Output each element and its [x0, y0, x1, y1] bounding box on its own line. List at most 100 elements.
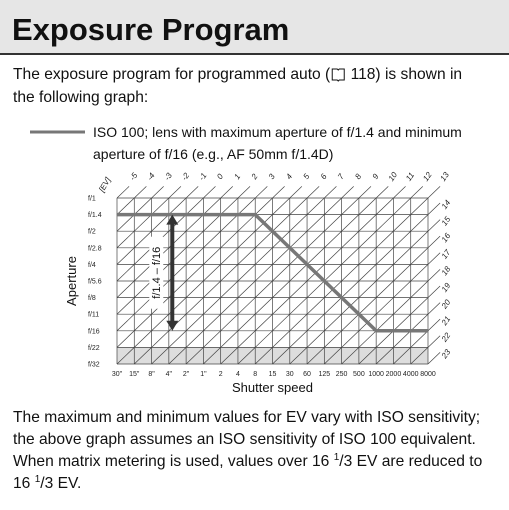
shutter-label: 500: [353, 371, 365, 378]
ev-label: 2: [249, 172, 260, 182]
footer-line: The maximum and minimum values for EV va…: [13, 409, 480, 426]
shutter-label: 2000: [386, 371, 402, 378]
ev-label: 7: [336, 172, 346, 181]
ev-line: [203, 186, 389, 365]
ev-line: [306, 235, 441, 365]
ev-line: [116, 186, 182, 249]
ev-line: [254, 186, 441, 365]
aperture-label: f/5.6: [88, 279, 102, 286]
ev-line: [116, 186, 130, 199]
ev-label: -1: [197, 171, 208, 182]
ev-line: [393, 318, 441, 365]
program-line: [117, 212, 428, 333]
aperture-label: f/4: [88, 262, 96, 269]
ev-line: [116, 186, 164, 232]
footer-line: the above graph assumes an ISO sensitivi…: [13, 431, 476, 448]
ev-label: 23: [439, 347, 452, 361]
ev-line: [116, 186, 285, 348]
intro-line: The exposure program for programmed auto…: [13, 66, 462, 83]
ev-label: -5: [128, 171, 140, 182]
ev-label: 3: [267, 172, 277, 181]
ev-line: [427, 352, 441, 365]
aperture-label: f/8: [88, 295, 96, 302]
page-title: Exposure Program: [12, 12, 289, 47]
shutter-label: 2": [183, 371, 190, 378]
ev-line: [289, 219, 441, 365]
footer-text: /3 EV are reduced to: [339, 453, 482, 470]
ev-label: -3: [163, 171, 175, 182]
aperture-label: f/2.8: [88, 245, 102, 252]
legend-text: ISO 100; lens with maximum aperture of f…: [93, 124, 462, 140]
footer-text: When matrix metering is used, values ove…: [13, 453, 334, 470]
shutter-label: 2: [219, 371, 223, 378]
ev-line: [116, 186, 234, 298]
ev-line: [116, 186, 268, 332]
ev-line: [375, 302, 441, 365]
ev-label: 8: [353, 172, 363, 181]
range-label: f/1.4 – f/16: [151, 247, 163, 299]
shutter-label: 4000: [403, 371, 419, 378]
ev-line: [116, 186, 216, 282]
aperture-label: f/16: [88, 328, 100, 335]
ev-line: [168, 186, 354, 365]
shutter-label: 250: [336, 371, 348, 378]
ev-line: [220, 186, 406, 365]
x-axis-label: Shutter speed: [232, 380, 313, 395]
ev-line: [151, 186, 337, 365]
aperture-label: f/32: [88, 362, 100, 369]
ev-label: 16: [440, 231, 453, 244]
ev-line: [116, 186, 199, 265]
ev-label: 14: [440, 198, 453, 211]
aperture-label: f/2: [88, 229, 96, 236]
footer-text: /3 EV.: [40, 475, 81, 492]
shutter-label: 30": [112, 371, 123, 378]
intro-text: 118) is shown in: [346, 66, 462, 83]
ev-label: 6: [319, 172, 329, 181]
intro-text: The exposure program for programmed auto…: [13, 66, 331, 83]
aperture-label: f/22: [88, 345, 100, 352]
ev-label: -2: [180, 171, 192, 182]
ev-label: 18: [440, 264, 453, 277]
superscript: 1: [35, 474, 41, 485]
ev-label: 15: [440, 214, 453, 227]
ev-line: [341, 269, 441, 365]
legend-text: aperture of f/16 (e.g., AF 50mm f/1.4D): [93, 146, 333, 162]
ev-label: 0: [215, 172, 225, 181]
ev-line: [134, 186, 320, 365]
ev-line: [116, 186, 147, 215]
ev-label: 13: [438, 170, 451, 183]
ev-line: [358, 285, 441, 365]
ev-line: [410, 335, 441, 365]
footer-line: 16 1/3 EV.: [13, 474, 81, 492]
ev-label: 5: [301, 172, 311, 181]
ev-label: 17: [440, 248, 453, 261]
shutter-label: 15": [129, 371, 140, 378]
title-band: [0, 0, 509, 53]
shutter-label: 4: [236, 371, 240, 378]
footer-text: 16: [13, 475, 35, 492]
range-label-bg: [149, 236, 164, 309]
ev-label: -4: [145, 171, 157, 182]
ev-line: [116, 186, 303, 365]
shutter-label: 1000: [368, 371, 384, 378]
ev-line: [272, 202, 441, 365]
ev-label: 12: [421, 170, 434, 183]
shutter-label: 1": [200, 371, 207, 378]
footer-line: When matrix metering is used, values ove…: [13, 452, 483, 470]
shutter-label: 125: [318, 371, 330, 378]
ev-line: [185, 186, 372, 365]
book-icon: [331, 68, 345, 82]
aperture-label: f/11: [88, 312, 99, 319]
shutter-label: 60: [303, 371, 311, 378]
shutter-label: 15: [269, 371, 277, 378]
y-axis-label: Aperture: [64, 256, 79, 306]
ev-line: [324, 252, 441, 365]
shutter-label: 8: [253, 371, 257, 378]
ev-label: 4: [284, 172, 294, 181]
ev-label: 21: [439, 315, 452, 328]
superscript: 1: [334, 452, 340, 463]
ev-label: 22: [439, 331, 452, 345]
ev-label: 19: [440, 281, 453, 294]
ev-line: [237, 186, 424, 365]
ev-label: 11: [404, 171, 416, 183]
